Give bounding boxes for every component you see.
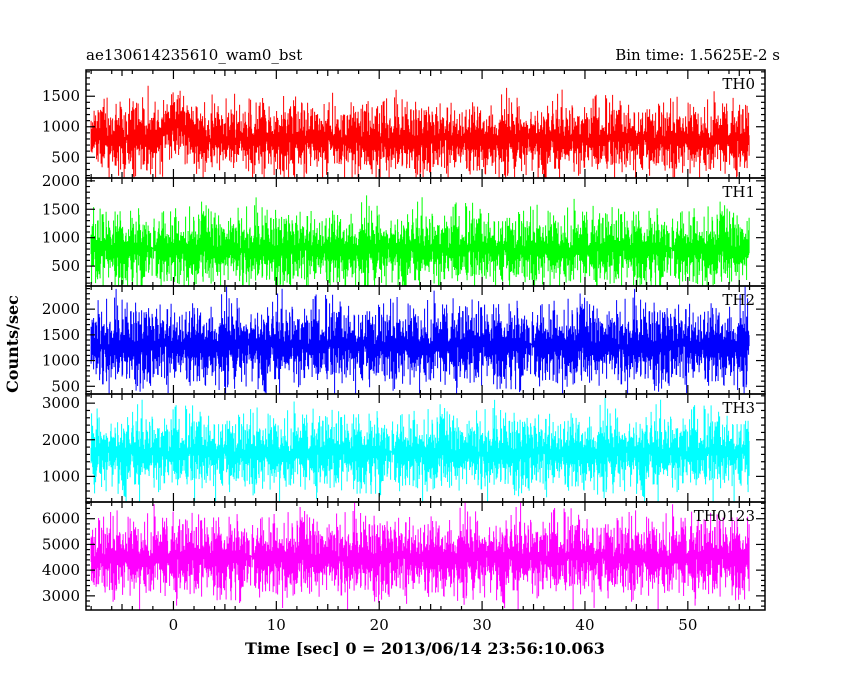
y-axis-label: Counts/sec <box>3 295 22 393</box>
chart-title-left: ae130614235610_wam0_bst <box>86 46 302 64</box>
panel-frame <box>85 501 766 611</box>
y-tick-label: 3000 <box>42 394 80 412</box>
panel-th0123: 3000 4000 5000 6000 TH0123 <box>42 501 766 611</box>
x-axis-label: Time [sec] 0 = 2013/06/14 23:56:10.063 <box>245 639 605 658</box>
y-tick-label: 1500 <box>42 87 80 105</box>
panel-label-th3: TH3 <box>722 399 755 417</box>
panel-label-th1: TH1 <box>722 183 755 201</box>
y-tick-label: 1000 <box>42 229 80 247</box>
series-th0 <box>90 85 750 178</box>
y-tick-label: 1000 <box>42 352 80 370</box>
y-tick-label: 2000 <box>42 300 80 318</box>
x-tick-label: 0 <box>169 616 179 634</box>
y-tick-label: 5000 <box>42 535 80 553</box>
panel-label-th2: TH2 <box>722 291 755 309</box>
panel-label-th0: TH0 <box>722 75 755 93</box>
y-tick-label: 500 <box>51 377 80 395</box>
y-tick-label: 4000 <box>42 561 80 579</box>
panel-label-th0123: TH0123 <box>694 507 755 525</box>
panel-th2: 500 1000 1500 2000 TH2 <box>42 285 766 395</box>
x-tick-label: 20 <box>370 616 389 634</box>
series-th3 <box>90 397 750 502</box>
y-tick-label: 1000 <box>42 467 80 485</box>
x-tick-label: 30 <box>473 616 492 634</box>
panel-th0: 500 1000 1500 TH0 <box>42 69 766 179</box>
panel-th1: 500 1000 1500 2000 TH1 <box>42 172 766 287</box>
y-tick-label: 1500 <box>42 200 80 218</box>
series-th1 <box>90 195 750 286</box>
series-th2 <box>90 286 750 394</box>
y-tick-label: 2000 <box>42 172 80 190</box>
x-tick-label: 10 <box>267 616 286 634</box>
x-tick-label: 40 <box>575 616 594 634</box>
panel-th3: 1000 2000 3000 TH3 <box>42 393 766 503</box>
y-tick-label: 2000 <box>42 431 80 449</box>
x-tick-label: 50 <box>678 616 697 634</box>
y-tick-label: 3000 <box>42 587 80 605</box>
chart-title-right: Bin time: 1.5625E-2 s <box>615 46 780 64</box>
y-tick-label: 500 <box>51 148 80 166</box>
y-tick-label: 1500 <box>42 326 80 344</box>
y-tick-label: 1000 <box>42 118 80 136</box>
y-tick-label: 6000 <box>42 510 80 528</box>
series-th0123 <box>90 502 750 610</box>
panels: 50010001500TH0500100015002000TH150010001… <box>42 69 766 634</box>
y-tick-label: 500 <box>51 257 80 275</box>
